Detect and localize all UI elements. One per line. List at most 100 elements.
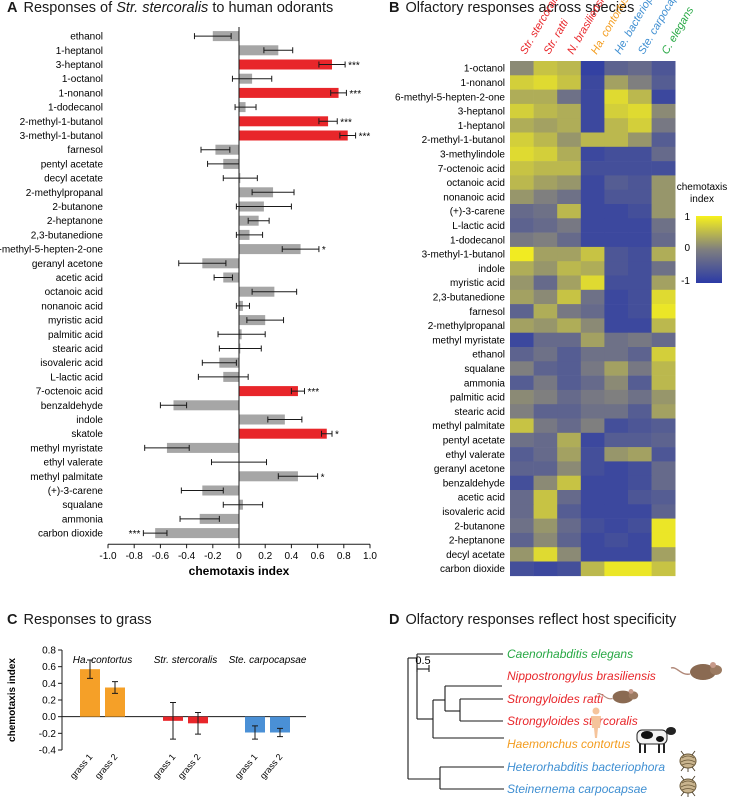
heatmap-cell (651, 289, 676, 305)
error-bar (251, 189, 295, 196)
rat-body (612, 690, 634, 704)
category-label: 2,3-butanedione (31, 230, 104, 241)
heatmap-cell (533, 375, 558, 391)
category-label: squalane (62, 500, 103, 511)
category-label: 2-butanone (52, 202, 103, 213)
y-axis-label: chemotaxis index (7, 658, 18, 742)
heatmap-cell (533, 347, 558, 362)
heatmap-cell (533, 289, 558, 305)
heatmap-cell (510, 132, 534, 148)
heatmap-cell (651, 518, 676, 534)
heatmap-cell (580, 447, 605, 462)
significance-label: *** (359, 132, 371, 143)
heatmap-cell (651, 232, 676, 248)
heatmap-cell (510, 175, 534, 190)
heatmap-cell (557, 418, 582, 434)
x-tick-label: -0.6 (152, 551, 170, 562)
heatmap-cell (604, 189, 629, 205)
rat-body (690, 664, 716, 680)
error-bar (277, 473, 319, 480)
error-bar (246, 317, 285, 324)
category-label: grass 2 (93, 752, 120, 781)
heatmap-cell (557, 475, 582, 491)
error-bar (144, 444, 190, 451)
heatmap-cell (510, 432, 534, 448)
heatmap-cell (533, 118, 558, 133)
heatmap-cell (651, 389, 676, 405)
heatmap-cell (557, 490, 582, 505)
x-tick-label: 0.6 (311, 551, 325, 562)
heatmap-cell (604, 361, 629, 376)
significance-label: *** (349, 89, 361, 100)
heatmap-cell (580, 404, 605, 419)
rat-icon (597, 689, 639, 704)
heatmap-cell (533, 304, 558, 319)
human-body (591, 716, 601, 738)
heatmap-cell (580, 75, 605, 90)
category-label: methyl myristate (30, 443, 103, 454)
heatmap-cell (604, 132, 629, 148)
heatmap-cell (651, 103, 676, 119)
heatmap-cell (510, 318, 534, 333)
heatmap-cell (510, 218, 534, 233)
x-tick-label: -1.0 (99, 551, 117, 562)
significance-label: *** (348, 61, 360, 72)
cow-patch (641, 731, 653, 739)
heatmap-cell (533, 218, 558, 233)
error-bar (87, 659, 93, 679)
significance-label: * (335, 430, 339, 441)
row-label: (+)-3-carene (450, 207, 506, 218)
x-tick-label: 0.2 (258, 551, 272, 562)
heatmap-cell (628, 461, 652, 476)
heatmap-cell (604, 418, 629, 434)
category-label: grass 2 (258, 752, 285, 781)
cow-legs (639, 744, 665, 753)
row-label: 2-methylpropanal (428, 321, 505, 332)
group-label: Str. stercoralis (154, 655, 218, 666)
heatmap-cell (604, 447, 629, 462)
significance-label: *** (340, 117, 352, 128)
heatmap-cell (557, 61, 582, 76)
heatmap-cell (651, 275, 676, 291)
heatmap-cell (628, 432, 652, 448)
y-tick-label: 0.2 (42, 696, 56, 707)
heatmap-cell (628, 532, 652, 548)
heatmap-cell (510, 561, 534, 577)
heatmap-cell (533, 389, 558, 405)
error-bar (321, 430, 333, 437)
heatmap-cell (533, 475, 558, 491)
row-label: palmitic acid (450, 393, 505, 404)
heatmap-cell (533, 232, 558, 248)
heatmap-cell (651, 318, 676, 333)
bar (239, 414, 285, 425)
category-label: ammonia (62, 514, 104, 525)
colorbar-label-line2: index (690, 194, 714, 205)
heatmap-cell (533, 518, 558, 534)
row-label: myristic acid (450, 278, 505, 289)
heatmap-cell (533, 189, 558, 205)
row-label: 2-butanone (454, 521, 505, 532)
heatmap-cell (510, 189, 534, 205)
heatmap-cell (628, 75, 652, 90)
panel-b-title-text: Olfactory responses across species (405, 0, 635, 16)
heatmap-cell (580, 118, 605, 133)
heatmap-cell (651, 61, 676, 76)
heatmap-cell (580, 532, 605, 548)
cow-head (666, 727, 676, 735)
heatmap-cell (628, 418, 652, 434)
heatmap-cell (557, 132, 582, 148)
category-label: 3-methyl-1-butanol (20, 131, 103, 142)
heatmap-cell (510, 61, 534, 76)
heatmap-cell (651, 504, 676, 519)
rat-ear (628, 689, 634, 694)
category-label: 1-nonanol (59, 88, 103, 99)
row-label: 2-heptanone (449, 536, 506, 547)
heatmap-cell (628, 304, 652, 319)
heatmap-cell (580, 432, 605, 448)
panel-d-tree: 0.5 Caenorhabditis elegans Nippostrongylus… (407, 647, 722, 797)
rat-tail (597, 693, 613, 700)
bar (166, 442, 239, 453)
heatmap-cell (628, 132, 652, 148)
heatmap-cell (604, 103, 629, 119)
